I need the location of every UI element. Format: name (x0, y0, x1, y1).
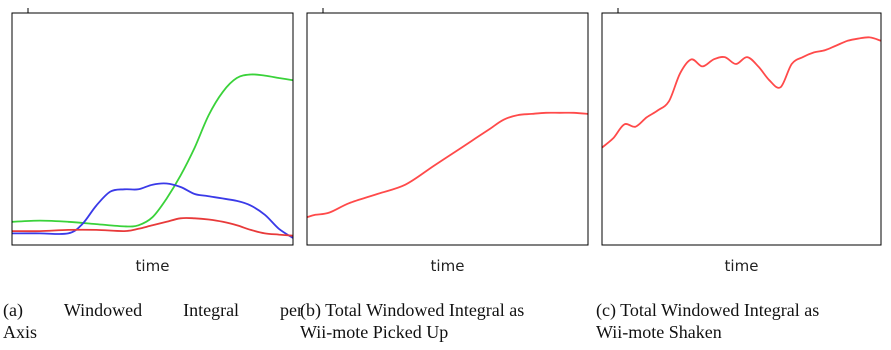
plot-frame-a (11, 12, 294, 246)
caption-a: (a) Windowed Integral per Axis (3, 299, 303, 343)
chart-c (601, 8, 882, 246)
series-line-c-1 (601, 36, 882, 149)
caption-c-line2: Wii-mote Shaken (596, 322, 722, 342)
caption-a-word: (a) (3, 300, 23, 320)
caption-a-line1: (a) Windowed Integral per (3, 299, 303, 321)
x-axis-label-b: time (430, 257, 465, 275)
caption-b-line1: (b) Total Windowed Integral as (300, 300, 525, 320)
series-line-b-1 (306, 111, 589, 219)
chart-a (11, 8, 294, 246)
plot-frame-c (601, 12, 882, 246)
caption-c: (c) Total Windowed Integral as Wii-mote … (596, 299, 891, 343)
caption-c-line1: (c) Total Windowed Integral as (596, 300, 820, 320)
caption-a-word: per (279, 300, 303, 320)
x-axis-label-a: time (135, 257, 170, 275)
caption-b: (b) Total Windowed Integral as Wii-mote … (300, 299, 600, 343)
caption-a-line2: Axis (3, 322, 38, 342)
series-line-a-1 (11, 73, 294, 228)
series-line-a-2 (11, 182, 294, 239)
chart-panel-b: time (300, 0, 595, 275)
series-line-a-3 (11, 217, 294, 237)
plot-frame-b (306, 12, 589, 246)
chart-panel-a: time (0, 0, 300, 275)
caption-b-line2: Wii-mote Picked Up (300, 322, 449, 342)
chart-panel-c: time (595, 0, 891, 275)
caption-a-word: Integral (183, 300, 240, 320)
chart-b (306, 8, 589, 246)
caption-a-word: Windowed (63, 300, 143, 320)
x-axis-label-c: time (724, 257, 759, 275)
